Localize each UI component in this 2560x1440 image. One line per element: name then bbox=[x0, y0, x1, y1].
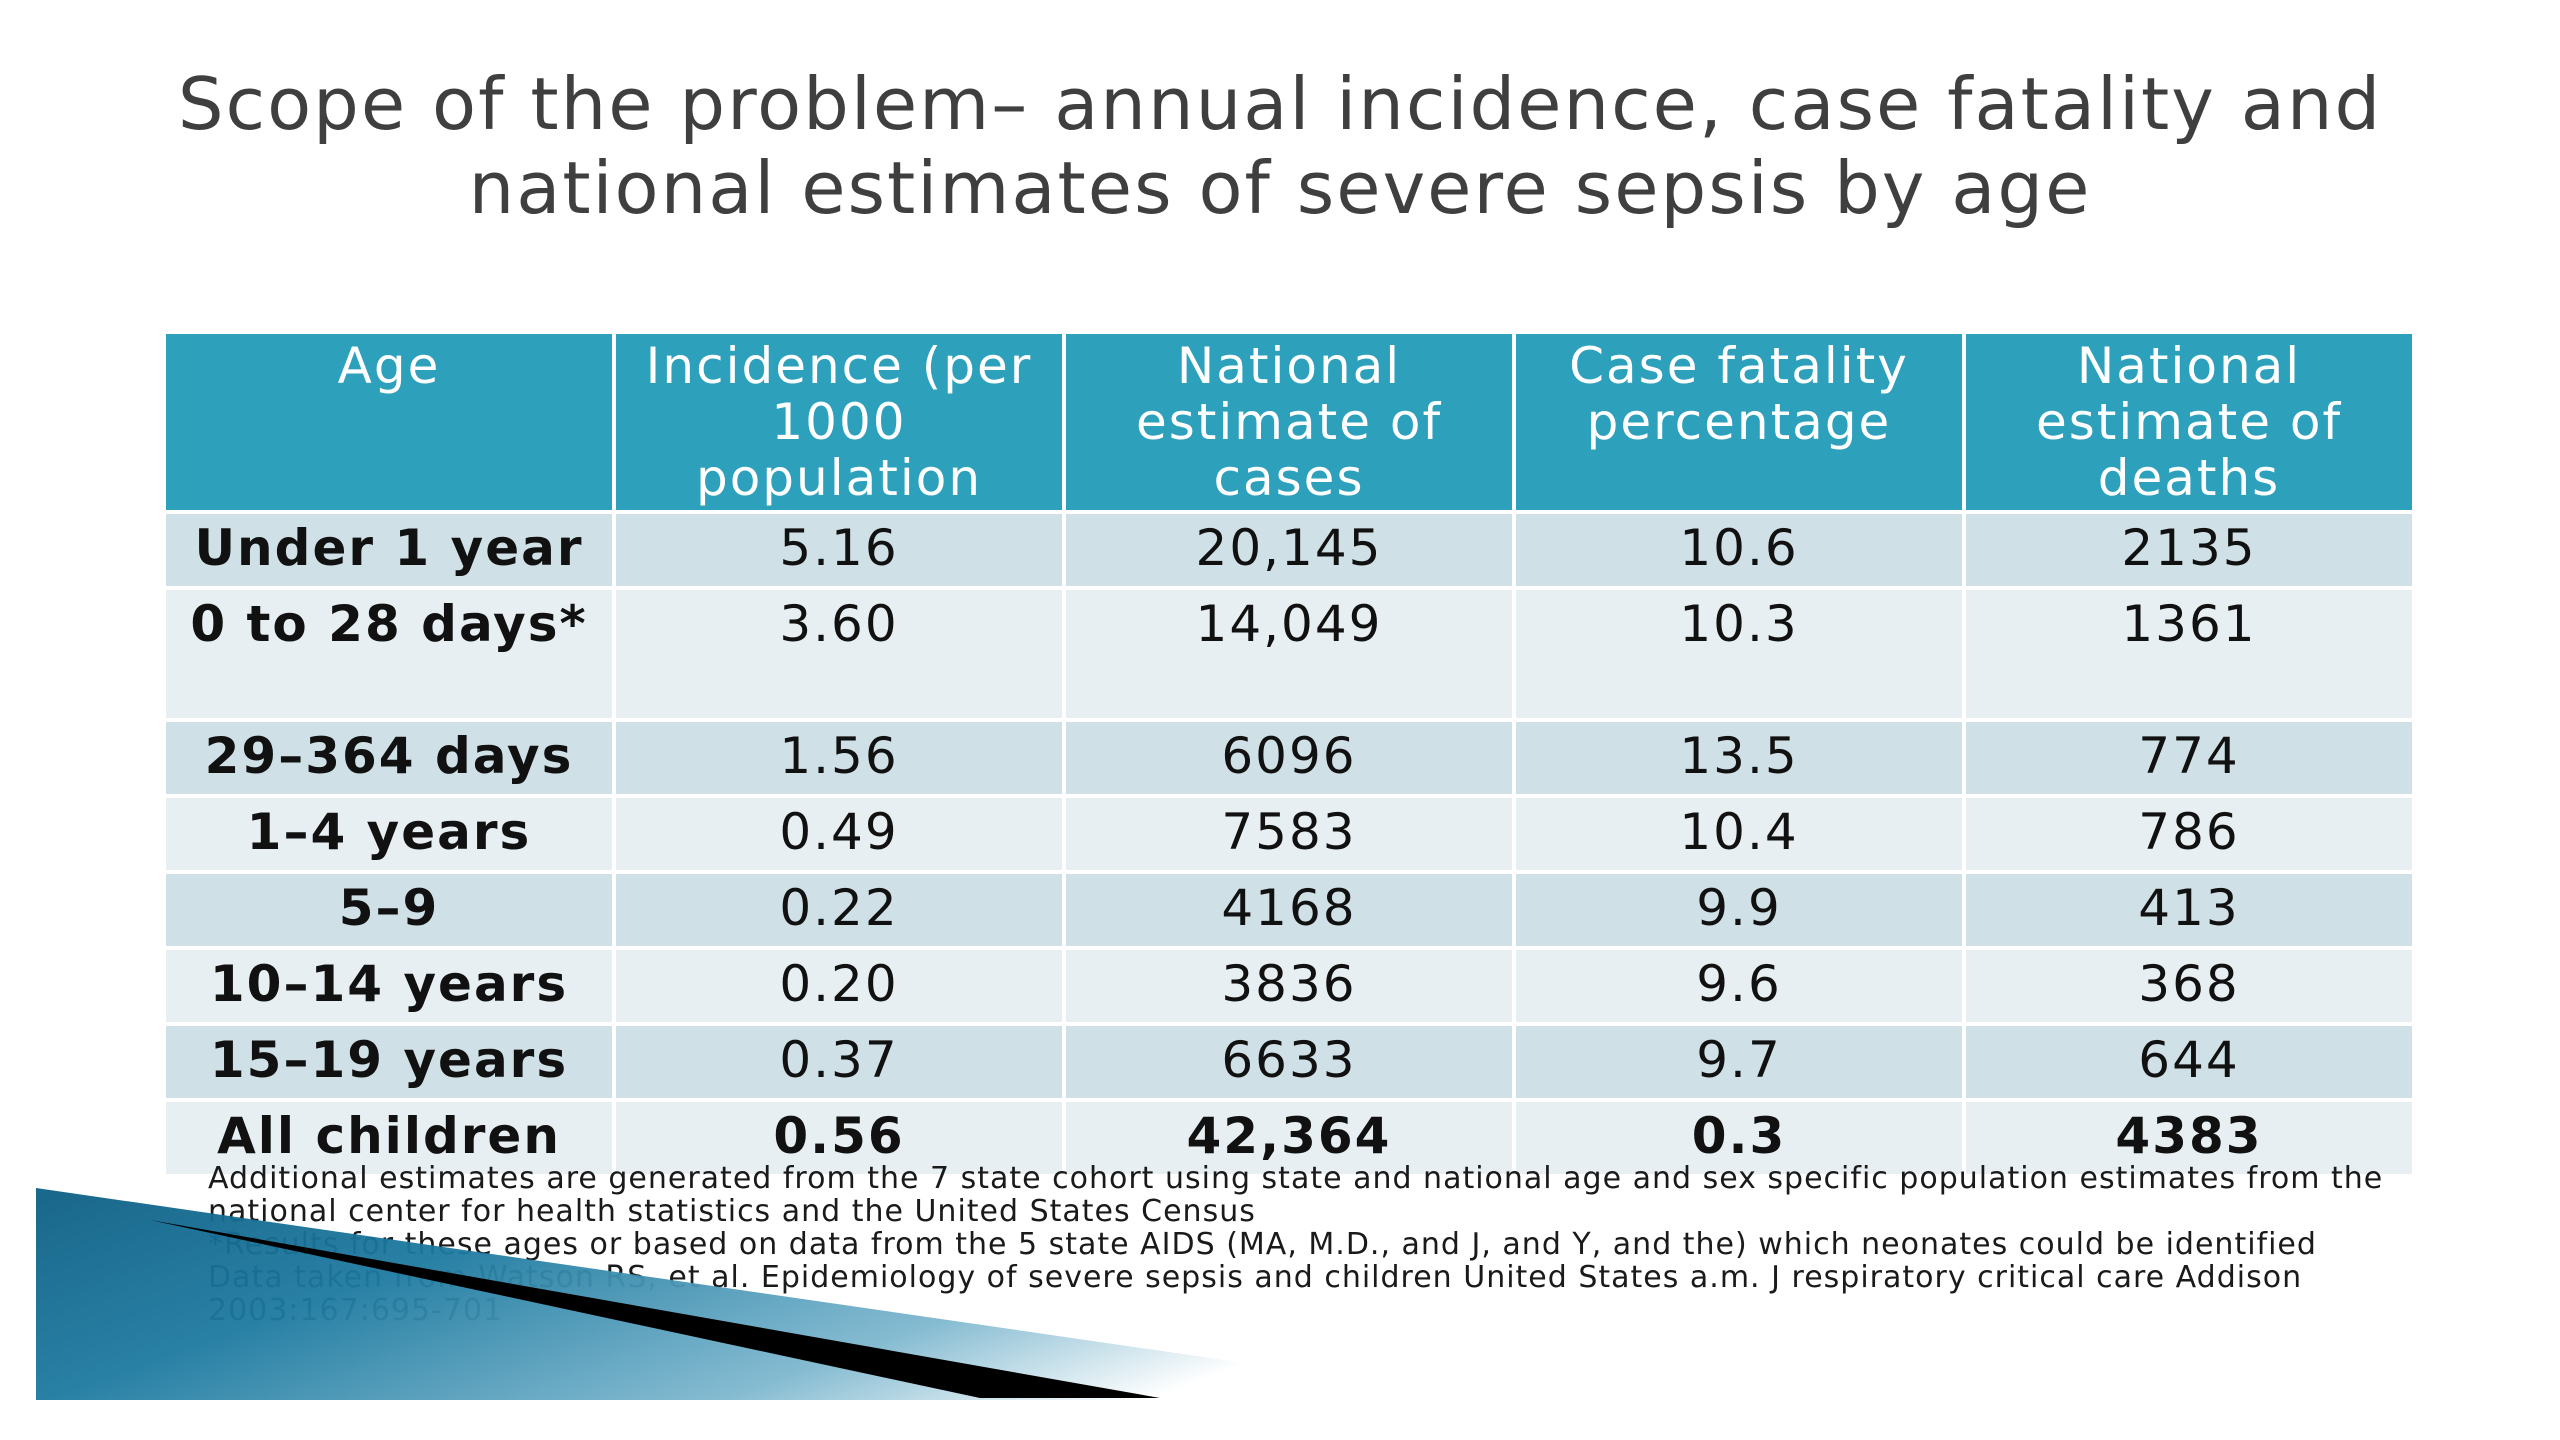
table-row: 5–9 0.22 4168 9.9 413 bbox=[162, 870, 2416, 950]
footnotes: Additional estimates are generated from … bbox=[208, 1162, 2398, 1327]
cell-cases: 42,364 bbox=[1062, 1098, 1516, 1178]
cell-deaths: 774 bbox=[1962, 718, 2416, 798]
cell-cases: 14,049 bbox=[1062, 586, 1516, 722]
slide-title: Scope of the problem– annual incidence, … bbox=[177, 62, 2383, 230]
cell-incidence: 3.60 bbox=[612, 586, 1066, 722]
table-row: 10–14 years 0.20 3836 9.6 368 bbox=[162, 946, 2416, 1026]
cell-deaths: 644 bbox=[1962, 1022, 2416, 1102]
header-age: Age bbox=[162, 330, 616, 514]
cell-fatality: 10.6 bbox=[1512, 510, 1966, 590]
table-row-total: All children 0.56 42,364 0.3 4383 bbox=[162, 1098, 2416, 1178]
table-row: 0 to 28 days* 3.60 14,049 10.3 1361 bbox=[162, 586, 2416, 722]
cell-fatality: 9.7 bbox=[1512, 1022, 1966, 1102]
header-case-fatality: Case fatality percentage bbox=[1512, 330, 1966, 514]
cell-age: 10–14 years bbox=[162, 946, 616, 1026]
cell-cases: 4168 bbox=[1062, 870, 1516, 950]
cell-incidence: 0.22 bbox=[612, 870, 1066, 950]
cell-incidence: 0.49 bbox=[612, 794, 1066, 874]
cell-age: 1–4 years bbox=[162, 794, 616, 874]
footnote-estimates: Additional estimates are generated from … bbox=[208, 1161, 2384, 1229]
cell-incidence: 0.56 bbox=[612, 1098, 1066, 1178]
cell-incidence: 0.37 bbox=[612, 1022, 1066, 1102]
cell-age: 15–19 years bbox=[162, 1022, 616, 1102]
cell-incidence: 1.56 bbox=[612, 718, 1066, 798]
cell-cases: 3836 bbox=[1062, 946, 1516, 1026]
table-row: Under 1 year 5.16 20,145 10.6 2135 bbox=[162, 510, 2416, 590]
cell-fatality: 0.3 bbox=[1512, 1098, 1966, 1178]
cell-fatality: 10.4 bbox=[1512, 794, 1966, 874]
cell-age: 5–9 bbox=[162, 870, 616, 950]
cell-deaths: 413 bbox=[1962, 870, 2416, 950]
cell-age: All children bbox=[162, 1098, 616, 1178]
header-national-deaths: National estimate of deaths bbox=[1962, 330, 2416, 514]
cell-age: 0 to 28 days* bbox=[162, 586, 616, 722]
cell-cases: 6096 bbox=[1062, 718, 1516, 798]
table-row: 15–19 years 0.37 6633 9.7 644 bbox=[162, 1022, 2416, 1102]
cell-incidence: 0.20 bbox=[612, 946, 1066, 1026]
footnote-neonates: *Results for these ages or based on data… bbox=[208, 1227, 2317, 1262]
cell-age: Under 1 year bbox=[162, 510, 616, 590]
cell-fatality: 13.5 bbox=[1512, 718, 1966, 798]
sepsis-table-container: Age Incidence (per 1000 population Natio… bbox=[162, 330, 2416, 1178]
cell-incidence: 5.16 bbox=[612, 510, 1066, 590]
cell-fatality: 9.9 bbox=[1512, 870, 1966, 950]
header-national-cases: National estimate of cases bbox=[1062, 330, 1516, 514]
cell-age: 29–364 days bbox=[162, 718, 616, 798]
cell-fatality: 10.3 bbox=[1512, 586, 1966, 722]
table-row: 29–364 days 1.56 6096 13.5 774 bbox=[162, 718, 2416, 798]
cell-deaths: 368 bbox=[1962, 946, 2416, 1026]
sepsis-table: Age Incidence (per 1000 population Natio… bbox=[162, 330, 2416, 1178]
cell-cases: 6633 bbox=[1062, 1022, 1516, 1102]
cell-cases: 7583 bbox=[1062, 794, 1516, 874]
header-incidence: Incidence (per 1000 population bbox=[612, 330, 1066, 514]
cell-deaths: 786 bbox=[1962, 794, 2416, 874]
cell-fatality: 9.6 bbox=[1512, 946, 1966, 1026]
cell-cases: 20,145 bbox=[1062, 510, 1516, 590]
cell-deaths: 1361 bbox=[1962, 586, 2416, 722]
table-row: 1–4 years 0.49 7583 10.4 786 bbox=[162, 794, 2416, 874]
cell-deaths: 2135 bbox=[1962, 510, 2416, 590]
footnote-source: Data taken from Watson RS, et al. Epidem… bbox=[208, 1260, 2303, 1328]
table-header-row: Age Incidence (per 1000 population Natio… bbox=[162, 330, 2416, 514]
cell-deaths: 4383 bbox=[1962, 1098, 2416, 1178]
